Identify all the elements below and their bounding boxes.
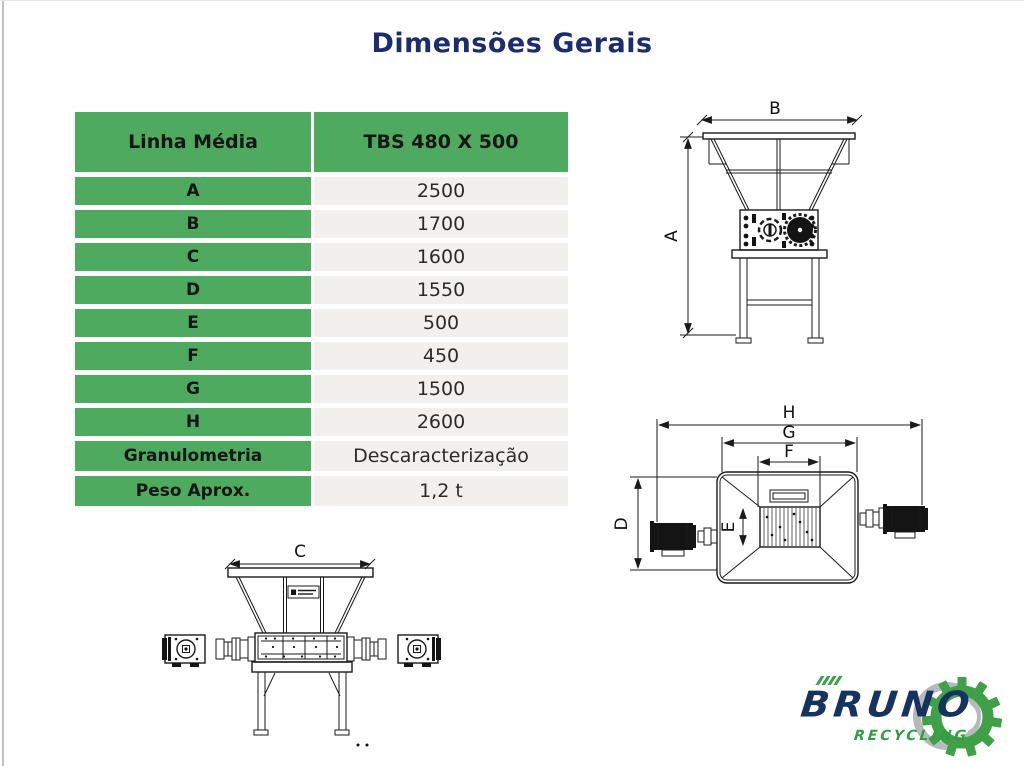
table-row: E 500 [75, 309, 568, 337]
row-value: Descaracterização [314, 441, 568, 471]
row-label: B [75, 210, 311, 238]
right-motor [346, 634, 441, 667]
page-left-border [2, 0, 4, 766]
table-row: B 1700 [75, 210, 568, 238]
right-motor [859, 504, 928, 539]
row-value: 2500 [314, 177, 568, 205]
row-label: Peso Aprox. [75, 476, 311, 506]
gearbox-detail [743, 213, 815, 248]
row-label: C [75, 243, 311, 271]
table-header-row: Linha Média TBS 480 X 500 [75, 112, 568, 172]
table-row: D 1550 [75, 276, 568, 304]
row-value: 1550 [314, 276, 568, 304]
table-row: Granulometria Descaracterização [75, 441, 568, 471]
row-value: 1700 [314, 210, 568, 238]
row-label: G [75, 375, 311, 403]
left-motor [162, 634, 256, 667]
logo-brand-text: BRUNO [798, 684, 976, 726]
table-header-linha-media: Linha Média [75, 112, 311, 172]
dim-label-g: G [782, 423, 795, 443]
row-value: 1500 [314, 375, 568, 403]
gear-swoosh-icon [815, 676, 1003, 757]
row-label: H [75, 408, 311, 436]
table-row: C 1600 [75, 243, 568, 271]
dim-label-b: B [769, 99, 781, 119]
row-value: 2600 [314, 408, 568, 436]
row-label: A [75, 177, 311, 205]
logo-subtitle-text: RECYCLING [853, 728, 970, 744]
dim-label-a: A [662, 230, 682, 242]
row-value: 450 [314, 342, 568, 370]
dim-label-h: H [783, 403, 796, 423]
table-row: G 1500 [75, 375, 568, 403]
row-value: 1600 [314, 243, 568, 271]
row-label: Granulometria [75, 441, 311, 471]
hopper-logo-plate-icon [287, 585, 320, 599]
side-view-drawing: C [162, 542, 441, 747]
page-title: Dimensões Gerais [371, 28, 653, 59]
front-view-drawing: B [662, 99, 863, 344]
table-row: Peso Aprox. 1,2 t [75, 476, 568, 506]
dim-label-f: F [784, 442, 794, 462]
table-row: H 2600 [75, 408, 568, 436]
row-label: D [75, 276, 311, 304]
row-label: F [75, 342, 311, 370]
dim-label-d: D [612, 517, 632, 530]
row-value: 1,2 t [314, 476, 568, 506]
dimensions-table: Linha Média TBS 480 X 500 A 2500 B 1700 … [75, 112, 568, 511]
table-row: F 450 [75, 342, 568, 370]
left-motor [650, 521, 718, 557]
page-top-border [0, 0, 1024, 1]
row-value: 500 [314, 309, 568, 337]
dim-label-e: E [719, 522, 739, 533]
table-row: A 2500 [75, 177, 568, 205]
bruno-recycling-logo: BRUNO RECYCLING [797, 670, 1012, 762]
dim-label-c: C [294, 542, 306, 562]
row-label: E [75, 309, 311, 337]
top-view-drawing: H G F [612, 403, 928, 584]
table-header-model: TBS 480 X 500 [314, 112, 568, 172]
